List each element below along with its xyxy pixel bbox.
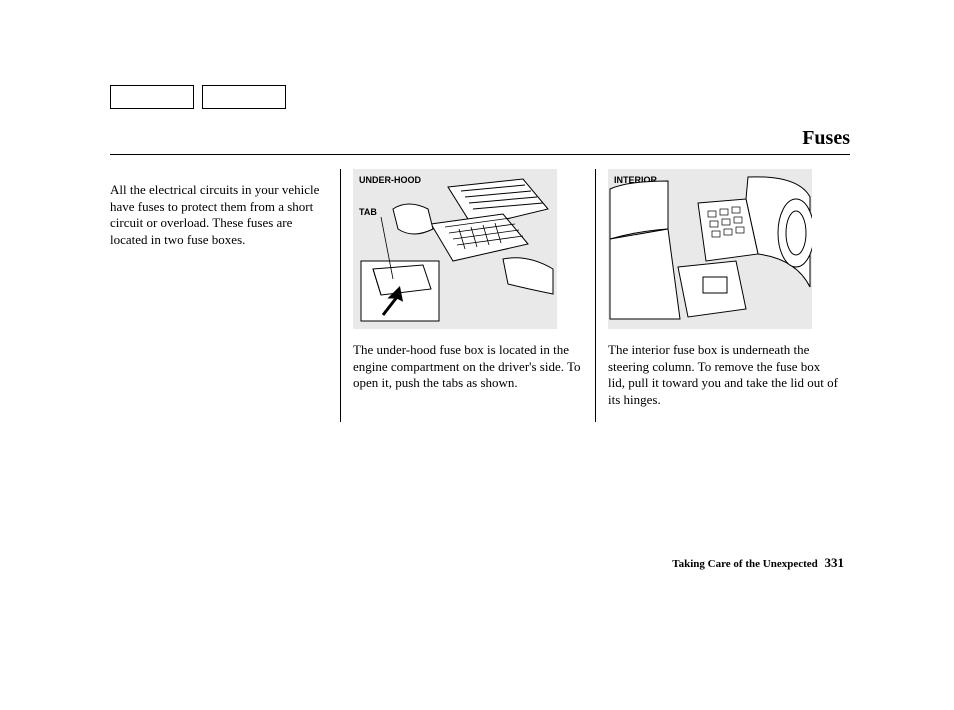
underhood-caption: The under-hood fuse box is located in th…	[353, 342, 583, 392]
content-columns: All the electrical circuits in your vehi…	[110, 169, 850, 422]
nav-tab-1[interactable]	[110, 85, 194, 109]
figure-underhood: UNDER-HOOD TAB	[353, 169, 557, 329]
underhood-illustration	[353, 169, 557, 329]
interior-illustration	[608, 169, 812, 329]
page-title: Fuses	[110, 127, 850, 150]
nav-tabs	[110, 85, 850, 109]
footer-section: Taking Care of the Unexpected	[672, 558, 817, 570]
col-intro: All the electrical circuits in your vehi…	[110, 169, 340, 422]
page-footer: Taking Care of the Unexpected 331	[672, 555, 844, 571]
interior-caption: The interior fuse box is underneath the …	[608, 342, 838, 409]
col-underhood: UNDER-HOOD TAB	[340, 169, 595, 422]
figure-interior: INTERIOR	[608, 169, 812, 329]
intro-text: All the electrical circuits in your vehi…	[110, 182, 328, 249]
title-rule	[110, 154, 850, 155]
footer-page-number: 331	[825, 555, 845, 570]
nav-tab-2[interactable]	[202, 85, 286, 109]
col-interior: INTERIOR	[595, 169, 850, 422]
